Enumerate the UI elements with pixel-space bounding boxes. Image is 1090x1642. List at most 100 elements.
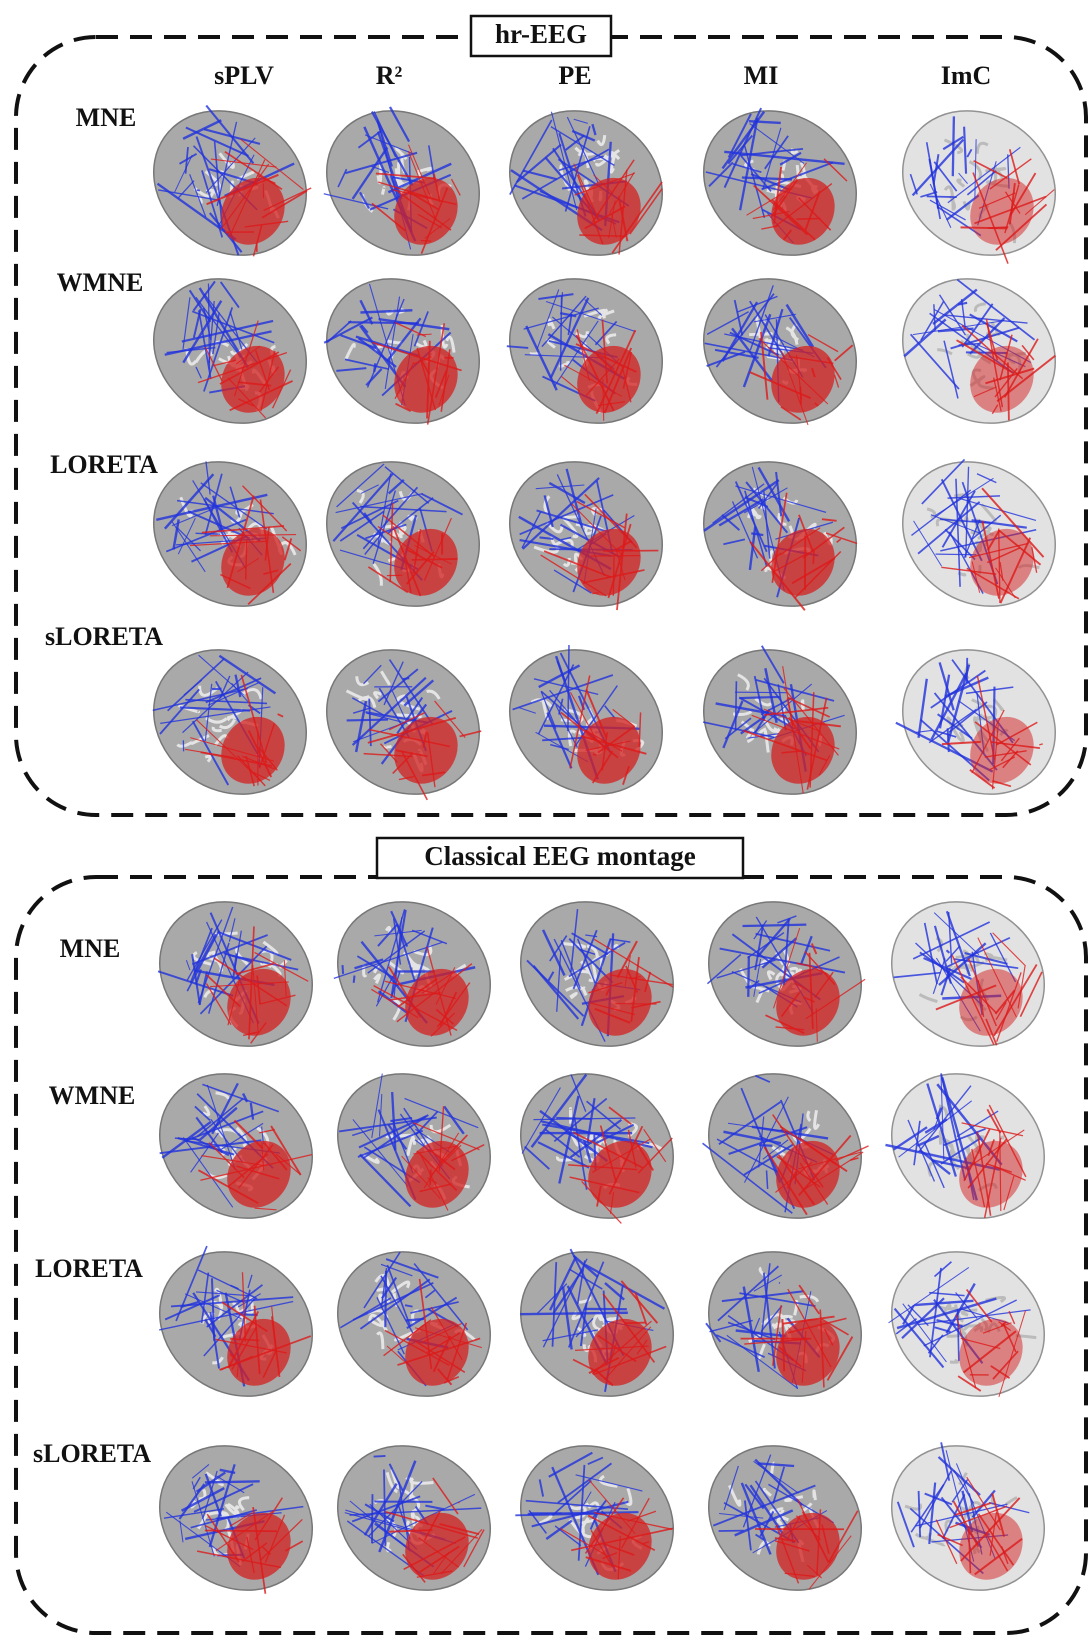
red-connection	[941, 740, 981, 746]
red-connection	[380, 743, 398, 763]
blue-connection	[712, 483, 765, 524]
blue-connection	[974, 139, 977, 199]
red-connection	[438, 1106, 445, 1172]
blue-connection	[760, 1305, 783, 1333]
red-connection	[412, 1122, 480, 1151]
blue-connection	[584, 1263, 666, 1310]
blue-connection	[340, 334, 377, 350]
blue-connection	[763, 491, 771, 559]
brain-gyrus	[602, 308, 609, 319]
red-connection	[240, 674, 268, 764]
red-connection	[258, 366, 280, 393]
brain-gyrus	[394, 168, 404, 189]
brain-gyrus	[368, 1313, 388, 1332]
brain-gyrus	[198, 1488, 207, 1501]
red-connection	[815, 1008, 818, 1042]
red-connection	[960, 1497, 1021, 1562]
brain-gyrus	[217, 532, 237, 539]
brain-gyrus	[756, 1540, 771, 1555]
red-connection	[760, 552, 782, 572]
red-connection	[995, 203, 1048, 251]
red-connection	[389, 503, 394, 583]
red-connection	[969, 769, 996, 789]
red-connection	[215, 1338, 287, 1354]
blue-connection	[570, 1074, 587, 1112]
brain-gyrus	[211, 726, 222, 733]
blue-connection	[359, 191, 370, 209]
brain-surface	[519, 1445, 675, 1591]
brain-gyrus	[562, 557, 571, 567]
blue-connection	[546, 712, 573, 769]
red-connection	[828, 1510, 859, 1563]
blue-connection	[912, 921, 991, 960]
blue-connection	[541, 295, 587, 348]
red-connection	[371, 202, 406, 232]
red-connection	[255, 350, 271, 391]
blue-connection	[753, 920, 768, 940]
blue-connection	[386, 1264, 412, 1327]
blue-connection	[946, 936, 1011, 968]
red-connection	[812, 549, 815, 565]
blue-connection	[586, 1097, 596, 1144]
blue-connection	[772, 1466, 786, 1504]
red-connection	[227, 979, 241, 1026]
blue-connection	[357, 130, 382, 149]
blue-connection	[191, 1136, 230, 1157]
blue-connection	[385, 1258, 439, 1279]
blue-connection	[910, 1483, 945, 1533]
red-connection	[805, 978, 866, 1020]
red-connection	[575, 343, 637, 373]
blue-connection	[926, 1083, 957, 1177]
red-connection	[262, 1350, 277, 1379]
red-connection	[246, 1536, 255, 1574]
brain-gyrus	[192, 951, 212, 966]
blue-connection	[351, 146, 389, 200]
blue-connection	[742, 1286, 760, 1373]
red-connection	[604, 1326, 652, 1381]
blue-connection	[177, 180, 195, 199]
blue-connection	[755, 1533, 765, 1541]
brain-map	[323, 106, 481, 256]
red-connection	[592, 753, 597, 756]
red-connection	[215, 1510, 274, 1552]
blue-connection	[564, 126, 591, 212]
blue-connection	[387, 1123, 408, 1150]
red-connection	[591, 1320, 652, 1375]
blue-connection	[323, 193, 389, 210]
red-connection	[603, 549, 659, 552]
red-connection	[992, 1165, 1026, 1181]
blue-connection	[216, 1289, 245, 1303]
red-connection	[781, 750, 801, 754]
blue-connection	[709, 1319, 753, 1333]
brain-map	[158, 1245, 314, 1397]
red-connection	[964, 1129, 1025, 1170]
blue-connection	[359, 1153, 412, 1208]
blue-connection	[559, 295, 563, 371]
blue-connection	[366, 298, 405, 388]
blue-connection	[747, 932, 785, 959]
red-connection	[237, 557, 260, 573]
red-connection	[782, 229, 793, 241]
red-connection	[252, 964, 259, 1032]
brain-gyrus	[390, 529, 400, 538]
blue-connection	[976, 473, 997, 484]
red-connection	[763, 708, 821, 733]
blue-connection	[410, 1301, 459, 1314]
red-connection	[961, 324, 1024, 380]
red-connection	[797, 720, 841, 728]
blue-connection	[247, 1274, 253, 1289]
blue-connection	[380, 1263, 413, 1277]
red-connection	[257, 731, 259, 786]
blue-connection	[204, 1318, 217, 1338]
red-connection	[593, 938, 674, 988]
blue-connection	[171, 507, 217, 527]
brain-gyrus	[812, 1489, 817, 1501]
red-connection	[937, 1533, 963, 1547]
red-connection	[804, 951, 836, 986]
red-connection	[821, 518, 837, 522]
blue-connection	[550, 126, 615, 167]
blue-connection	[748, 526, 757, 570]
red-connection	[998, 1321, 1012, 1332]
blue-connection	[383, 661, 404, 706]
blue-connection	[946, 728, 950, 753]
